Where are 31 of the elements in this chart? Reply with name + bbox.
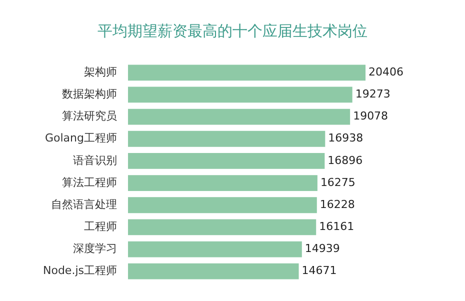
y-tick-label: Golang工程师 (44, 132, 117, 145)
y-tick-label: 工程师 (84, 220, 117, 234)
data-label: 14671 (302, 264, 337, 278)
bar (128, 219, 316, 236)
data-label: 19273 (355, 88, 390, 101)
y-tick-label: Node.js工程师 (42, 264, 117, 278)
y-tick-label: 数据架构师 (62, 88, 117, 101)
data-label: 16228 (320, 198, 355, 211)
bar (128, 153, 325, 169)
y-tick-label: 深度学习 (72, 242, 117, 256)
bar (128, 86, 352, 103)
bar (128, 130, 326, 147)
bar (128, 64, 366, 81)
y-tick-label: 自然语言处理 (50, 198, 117, 211)
data-label: 16896 (328, 154, 363, 167)
bar (128, 241, 302, 258)
bar (128, 175, 318, 191)
y-tick-label: 算法工程师 (62, 176, 117, 189)
data-label: 19078 (353, 110, 388, 123)
y-tick-label: 语音识别 (72, 154, 117, 167)
data-label: 14939 (304, 242, 340, 256)
chart-title: 平均期望薪资最高的十个应届生技术岗位 (96, 22, 368, 41)
bar (128, 197, 317, 214)
data-label: 16161 (319, 220, 354, 234)
y-tick-label: 架构师 (84, 66, 117, 78)
data-label: 20406 (368, 66, 404, 78)
bar (128, 108, 350, 125)
data-label: 16938 (328, 132, 364, 145)
bar (128, 263, 299, 280)
data-label: 16275 (320, 176, 356, 189)
y-tick-label: 算法研究员 (62, 110, 117, 123)
